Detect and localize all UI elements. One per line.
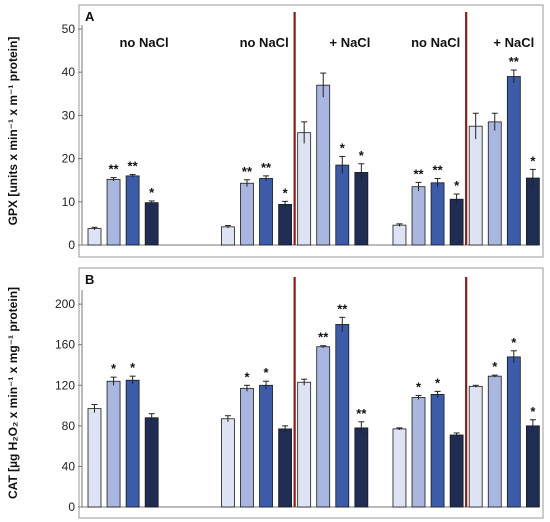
significance-label: * [530, 153, 536, 168]
y-tick-label: 120 [55, 378, 75, 392]
significance-label: ** [318, 330, 329, 345]
bar [278, 428, 293, 508]
significance-label: ** [242, 164, 253, 179]
bar [221, 226, 235, 246]
panel-label: B [85, 272, 94, 287]
bar [316, 346, 331, 508]
significance-label: * [340, 140, 346, 155]
bar [297, 381, 312, 508]
significance-label: * [416, 379, 422, 394]
bar [468, 385, 483, 508]
y-tick-label: 80 [62, 419, 76, 433]
bar [411, 397, 426, 508]
significance-label: * [283, 185, 289, 200]
y-tick-label: 20 [62, 152, 76, 166]
significance-label: ** [413, 166, 424, 181]
bar [506, 76, 521, 246]
panel-a: 0 10 20 30 40 50 GPX [units x min⁻¹ x m⁻¹ prot… [6, 4, 544, 258]
bar [392, 224, 407, 246]
significance-label: ** [261, 160, 272, 175]
bar [87, 408, 102, 508]
bar [411, 186, 426, 246]
group-label: no NaCl [411, 35, 460, 50]
bar [240, 387, 254, 508]
significance-label: * [359, 148, 365, 163]
group-label: + NaCl [493, 35, 534, 50]
significance-label: ** [509, 54, 520, 69]
y-tick-label: 0 [68, 238, 75, 252]
y-tick-label: 10 [62, 195, 76, 209]
bar [487, 375, 502, 508]
bar [125, 379, 140, 508]
bar [506, 356, 521, 508]
y-axis-label: GPX [units x min⁻¹ x m⁻¹ protein] [6, 37, 20, 226]
significance-label: * [264, 365, 270, 380]
y-tick-label: 40 [62, 65, 76, 79]
panel-b: 0 40 80 120 160 200 CAT [µg H₂O₂ x min⁻¹ x mg⁻… [6, 267, 544, 519]
significance-label: ** [337, 301, 348, 316]
y-tick-label: 160 [55, 338, 75, 352]
bar [297, 132, 312, 246]
significance-label: ** [433, 162, 444, 177]
group-label: no NaCl [240, 35, 289, 50]
significance-label: * [454, 178, 460, 193]
y-tick-label: 200 [55, 297, 75, 311]
y-tick-label: 50 [62, 22, 76, 36]
y-tick-label: 30 [62, 108, 76, 122]
bar [259, 178, 273, 246]
significance-label: * [530, 404, 536, 419]
bar [449, 434, 464, 508]
y-tick-label: 40 [62, 459, 76, 473]
y-tick-label: 0 [68, 500, 75, 514]
bar [278, 203, 293, 246]
bar [221, 418, 235, 508]
bar [354, 172, 369, 246]
bar [87, 228, 102, 246]
group-label: no NaCl [119, 35, 168, 50]
bar [487, 121, 502, 246]
panel-label: A [85, 9, 95, 24]
bar [106, 380, 121, 508]
bar [449, 198, 464, 246]
bar [125, 175, 140, 246]
bar [430, 182, 445, 246]
significance-label: * [244, 369, 250, 384]
significance-label: ** [108, 162, 119, 177]
significance-label: * [435, 375, 441, 390]
y-axis-label: CAT [µg H₂O₂ x min⁻¹ x mg⁻¹ protein] [6, 287, 20, 499]
bar [468, 125, 483, 246]
significance-label: ** [356, 406, 367, 421]
significance-label: * [149, 185, 155, 200]
bar [259, 384, 273, 508]
bar [106, 178, 121, 246]
significance-label: * [111, 361, 117, 376]
bar [525, 177, 540, 246]
significance-label: * [511, 335, 517, 350]
bar [240, 182, 254, 246]
significance-label: ** [128, 159, 139, 174]
bar [335, 324, 350, 508]
significance-label: * [130, 360, 136, 375]
bar [316, 84, 331, 246]
bar [335, 164, 350, 246]
group-label: + NaCl [329, 35, 370, 50]
bar [144, 417, 159, 508]
bar [525, 425, 540, 508]
bar [392, 428, 407, 508]
significance-label: * [492, 359, 498, 374]
bar [354, 427, 369, 508]
bar [144, 202, 159, 246]
bar [430, 394, 445, 508]
